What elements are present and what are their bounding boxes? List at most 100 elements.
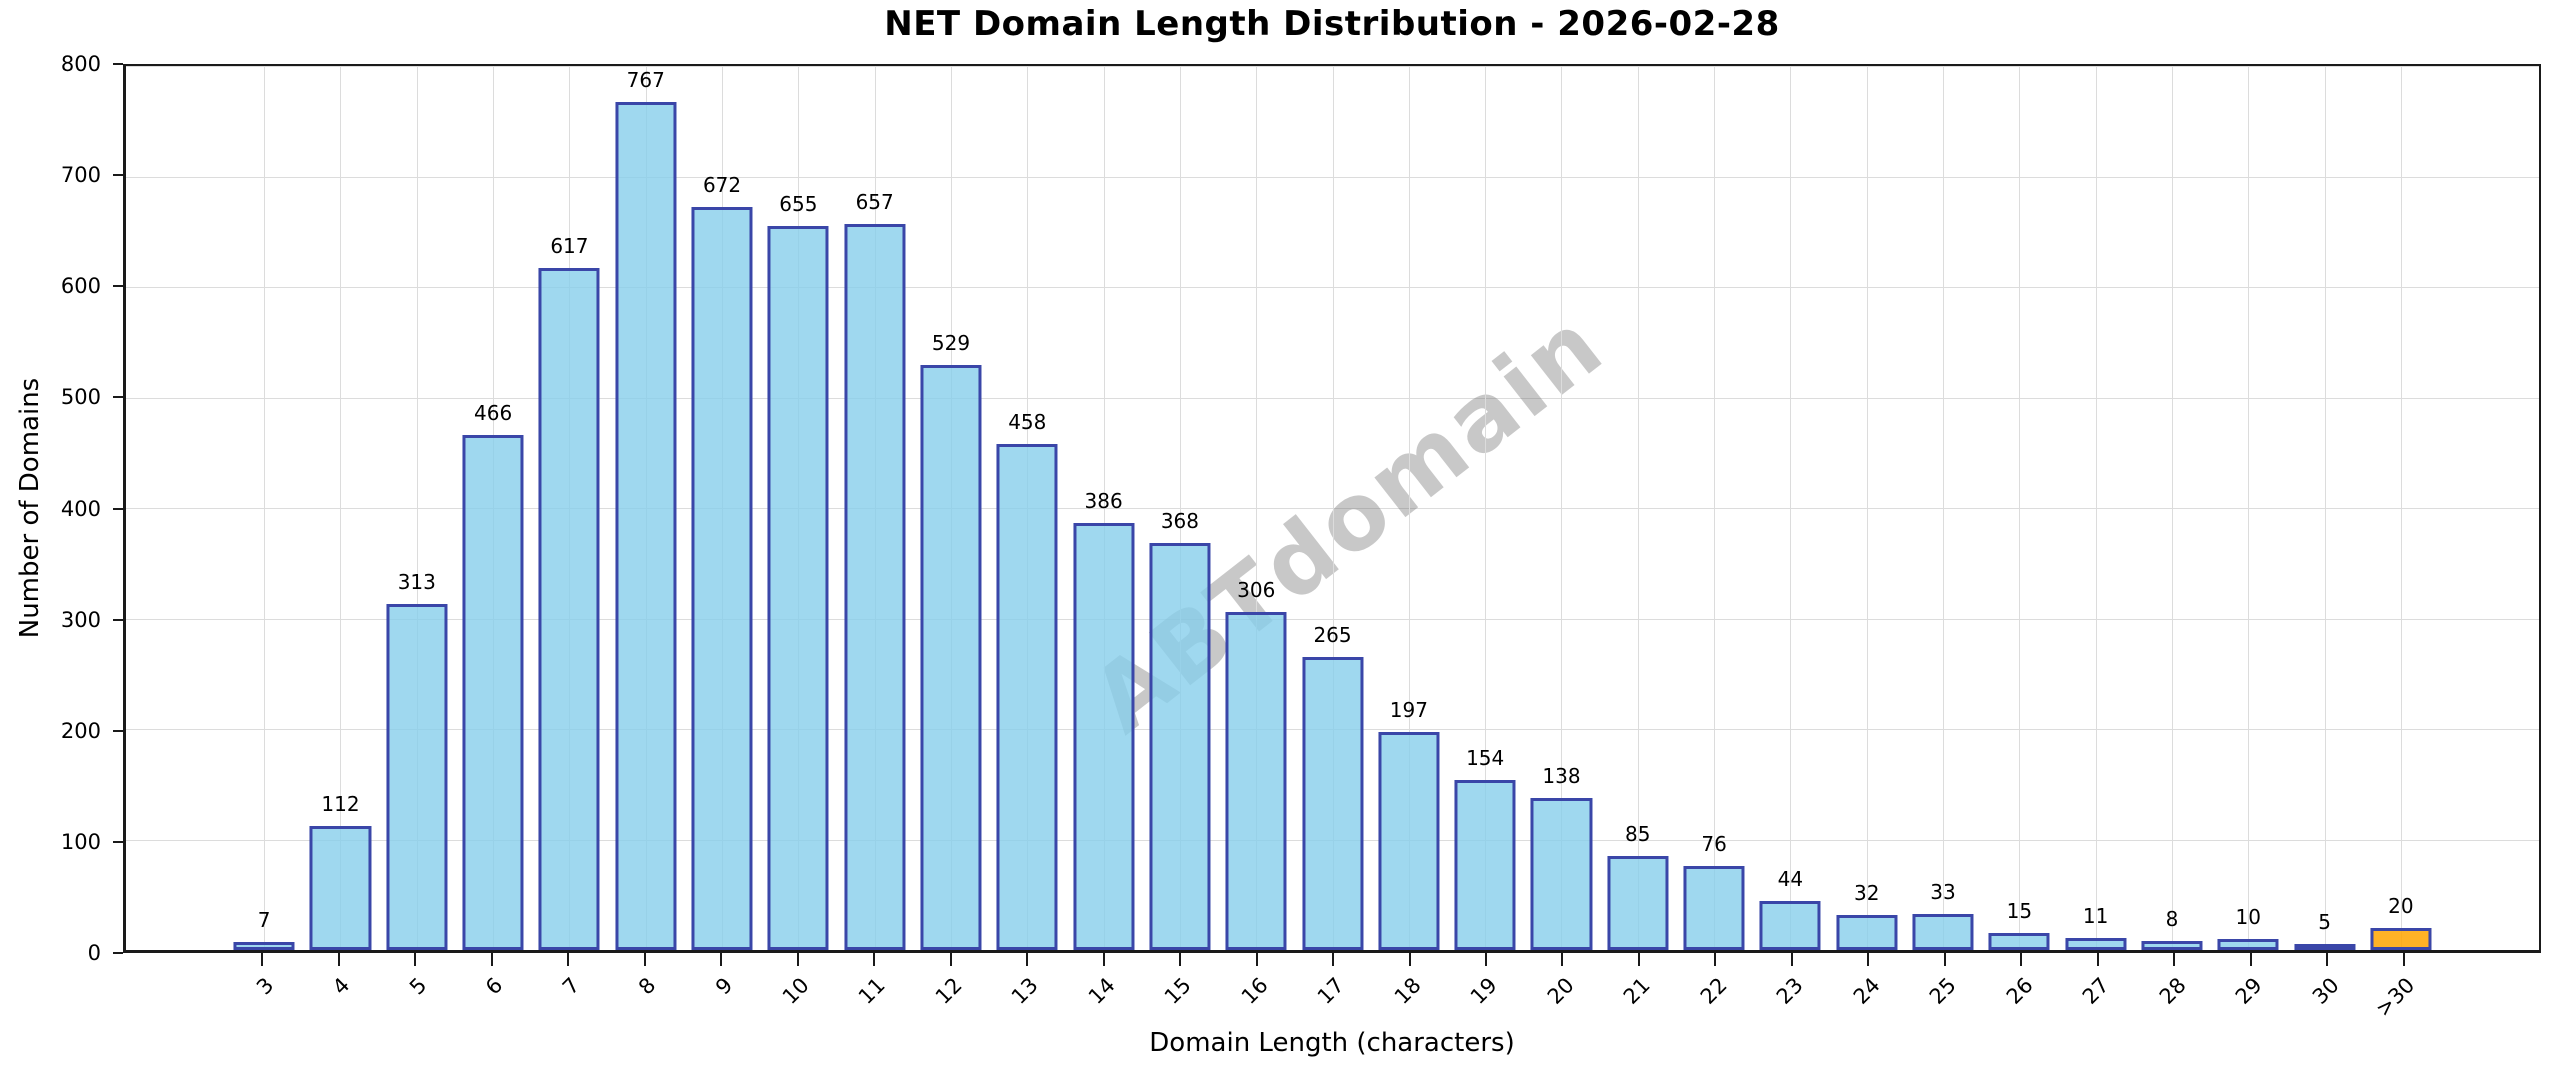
v-grid-line (1408, 66, 1410, 950)
x-tick-mark (1637, 953, 1640, 966)
v-grid-line (1866, 66, 1868, 950)
x-tick-label: 28 (2154, 973, 2191, 1009)
bar-23 (1759, 901, 1821, 950)
bar-8 (615, 102, 677, 950)
y-tick-mark (113, 952, 123, 954)
bar-value-label: 368 (1160, 509, 1199, 534)
x-tick-mark (2173, 953, 2176, 966)
x-tick-label: 16 (1236, 973, 1273, 1009)
x-tick-label: 26 (2001, 973, 2038, 1009)
x-tick-label: 22 (1695, 973, 1732, 1009)
bar-11 (844, 224, 906, 950)
bar-slot: 617 (531, 66, 607, 950)
v-grid-line (264, 66, 266, 950)
bar-slot: 15 (1981, 66, 2057, 950)
bar-slot: 306 (1218, 66, 1294, 950)
v-grid-line (1103, 66, 1105, 950)
v-grid-line (1790, 66, 1792, 950)
y-grid-line (126, 176, 2539, 178)
x-tick-mark (1867, 953, 1870, 966)
x-tick-mark (2402, 953, 2405, 966)
bar-slot: 657 (837, 66, 913, 950)
bar-15 (1149, 543, 1211, 950)
bar-value-label: 154 (1466, 745, 1505, 770)
bar-slot: 313 (379, 66, 455, 950)
bar-value-label: 767 (626, 68, 665, 93)
y-tick-label: 700 (60, 163, 101, 188)
bar-slot: 767 (608, 66, 684, 950)
v-grid-line (1485, 66, 1487, 950)
bar-20 (1530, 797, 1592, 950)
bar-19 (1454, 779, 1516, 950)
x-tick-label: 7 (557, 973, 585, 1000)
y-tick-label: 0 (87, 941, 101, 965)
bar-value-label: 672 (702, 173, 742, 198)
bar-value-label: 112 (321, 792, 360, 817)
x-tick-mark (414, 953, 417, 966)
x-tick-mark (567, 953, 570, 966)
bar-value-label: 657 (855, 190, 894, 215)
bar-slot: 44 (1752, 66, 1828, 950)
x-tick-mark (1714, 953, 1717, 966)
x-tick-label: 13 (1007, 973, 1044, 1009)
y-tick-label: 400 (60, 496, 101, 521)
v-grid-line (1561, 66, 1563, 950)
v-grid-line (2324, 66, 2326, 950)
x-tick-label: 19 (1466, 973, 1502, 1009)
bar-value-label: 85 (1625, 822, 1651, 847)
y-tick-label: 200 (60, 718, 101, 743)
bar-slot: 76 (1676, 66, 1752, 950)
bar-value-label: 466 (474, 401, 513, 426)
bar-value-label: 10 (2235, 904, 2262, 929)
v-grid-line (2095, 66, 2097, 950)
bar-slot: 10 (2210, 66, 2286, 950)
bar-slot: 112 (302, 66, 378, 950)
y-tick-label: 600 (60, 274, 101, 299)
v-grid-line (416, 66, 418, 950)
x-tick-label: 14 (1083, 973, 1120, 1009)
x-tick-label: 8 (634, 973, 661, 1000)
x-tick-mark (1790, 953, 1793, 966)
y-tick-mark (113, 285, 123, 288)
bar-slot: 138 (1523, 66, 1599, 950)
bar-25 (1912, 913, 1974, 950)
bar-slot: 85 (1600, 66, 1676, 950)
bar-6 (462, 435, 524, 950)
v-grid-line (340, 66, 342, 950)
x-tick-label: 21 (1619, 973, 1655, 1009)
bar-27 (2065, 937, 2127, 950)
x-tick-label: 9 (710, 973, 738, 1000)
x-tick-label: 17 (1313, 973, 1350, 1009)
bar->30 (2370, 927, 2432, 950)
bar-slot: 5 (2286, 66, 2362, 950)
v-grid-line (2171, 66, 2173, 950)
x-tick-label: >30 (2371, 973, 2420, 1022)
x-tick-label: 3 (251, 973, 279, 1000)
bar-17 (1302, 657, 1364, 950)
bar-slot: 672 (684, 66, 760, 950)
bar-value-label: 386 (1084, 489, 1123, 514)
bar-10 (767, 226, 829, 950)
y-tick-mark (113, 174, 123, 177)
y-grid-line (126, 508, 2539, 509)
x-tick-label: 11 (854, 973, 891, 1009)
y-tick-label: 500 (60, 385, 101, 410)
y-tick-label: 100 (60, 829, 101, 854)
x-tick-label: 23 (1772, 973, 1808, 1009)
bar-value-label: 7 (257, 908, 271, 933)
y-grid-line (126, 66, 2539, 67)
bar-slot: 11 (2058, 66, 2134, 950)
v-grid-line (1332, 66, 1334, 950)
bar-value-label: 265 (1313, 623, 1352, 648)
bar-value-label: 15 (2006, 899, 2033, 924)
bar-slot: 458 (989, 66, 1065, 950)
v-grid-line (1256, 66, 1258, 950)
v-grid-line (2019, 66, 2021, 950)
x-tick-label: 15 (1160, 973, 1197, 1009)
y-tick-mark (113, 396, 123, 399)
x-tick-mark (2096, 953, 2099, 966)
v-grid-line (1179, 66, 1181, 950)
bar-slot: 8 (2134, 66, 2210, 950)
x-tick-mark (1255, 953, 1258, 966)
y-tick-mark (113, 618, 123, 621)
